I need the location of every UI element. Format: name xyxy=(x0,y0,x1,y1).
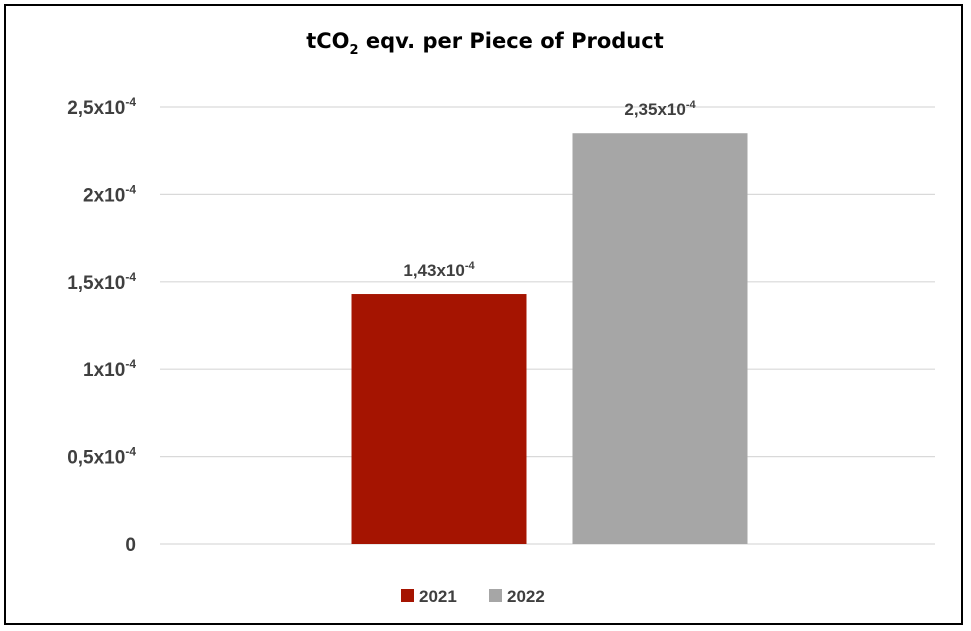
y-tick-label: 2,5x10-4 xyxy=(67,95,136,119)
y-tick-label: 2x10-4 xyxy=(83,182,136,206)
data-label-2022: 2,35x10-4 xyxy=(624,99,696,119)
data-label-exponent: -4 xyxy=(465,260,476,272)
title-prefix: tCO xyxy=(306,29,349,53)
y-tick-exponent: -4 xyxy=(125,182,136,196)
y-tick-base: 1,5x10 xyxy=(67,273,125,294)
data-labels: 1,43x10-42,35x10-4 xyxy=(403,99,696,280)
data-label-mantissa: 2,35x10 xyxy=(624,100,685,119)
legend-swatch-2021 xyxy=(401,589,414,602)
gridlines xyxy=(160,106,935,545)
y-tick-base: 2,5x10 xyxy=(67,98,125,119)
bars xyxy=(351,133,748,544)
legend-swatch-2022 xyxy=(489,589,502,602)
y-tick-base: 2x10 xyxy=(83,185,125,206)
y-tick-label: 1,5x10-4 xyxy=(67,270,136,294)
data-label-exponent: -4 xyxy=(686,99,697,111)
y-tick-exponent: -4 xyxy=(125,357,136,371)
bar-2021 xyxy=(351,294,527,544)
y-tick-base: 0 xyxy=(125,535,136,556)
title-suffix: eqv. per Piece of Product xyxy=(359,29,664,53)
y-tick-base: 1x10 xyxy=(83,360,125,381)
legend: 2021 2022 xyxy=(401,587,545,606)
y-tick-exponent: -4 xyxy=(125,445,136,459)
y-tick-label: 0,5x10-4 xyxy=(67,445,136,469)
y-tick-base: 0,5x10 xyxy=(67,448,125,469)
legend-label-2021: 2021 xyxy=(419,587,457,606)
bar-2022 xyxy=(572,133,748,544)
chart-title: tCO2 eqv. per Piece of Product xyxy=(306,29,664,58)
y-tick-exponent: -4 xyxy=(125,95,136,109)
legend-label-2022: 2022 xyxy=(507,587,545,606)
y-tick-exponent: -4 xyxy=(125,270,136,284)
title-subscript: 2 xyxy=(350,43,359,58)
data-label-mantissa: 1,43x10 xyxy=(403,261,464,280)
data-label-2021: 1,43x10-4 xyxy=(403,260,475,280)
y-tick-label: 1x10-4 xyxy=(83,357,136,381)
y-tick-label: 0 xyxy=(125,535,136,556)
